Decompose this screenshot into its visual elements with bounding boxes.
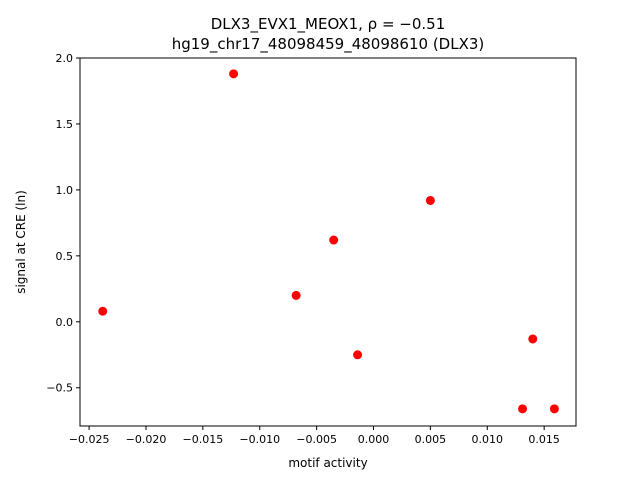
y-tick-label: 2.0: [56, 52, 74, 65]
y-tick-label: −0.5: [46, 382, 73, 395]
x-tick-label: −0.015: [183, 433, 224, 446]
x-tick-label: −0.020: [126, 433, 167, 446]
plot-area: [98, 69, 559, 414]
data-point: [229, 69, 239, 79]
x-tick-label: 0.000: [358, 433, 390, 446]
y-tick-label: 0.0: [56, 316, 74, 329]
y-tick-label: 1.5: [56, 118, 74, 131]
data-point: [353, 350, 363, 360]
x-tick-label: 0.010: [472, 433, 504, 446]
plot-frame: [79, 57, 577, 427]
data-point: [528, 334, 538, 344]
data-point: [98, 306, 108, 316]
chart-title-line1: DLX3_EVX1_MEOX1, ρ = −0.51: [211, 15, 446, 34]
data-point: [329, 235, 339, 245]
data-point: [291, 290, 301, 300]
x-tick-label: −0.010: [239, 433, 280, 446]
x-tick-label: 0.015: [528, 433, 560, 446]
data-point: [549, 404, 559, 414]
data-point: [518, 404, 528, 414]
x-tick-label: 0.005: [415, 433, 447, 446]
x-tick-label: −0.005: [296, 433, 337, 446]
y-tick-label: 1.0: [56, 184, 74, 197]
x-axis-label: motif activity: [288, 456, 367, 470]
x-tick-label: −0.025: [69, 433, 110, 446]
y-tick-label: 0.5: [56, 250, 74, 263]
data-point: [425, 195, 435, 205]
y-axis-label: signal at CRE (ln): [14, 190, 28, 294]
chart-title-line2: hg19_chr17_48098459_48098610 (DLX3): [172, 35, 485, 54]
